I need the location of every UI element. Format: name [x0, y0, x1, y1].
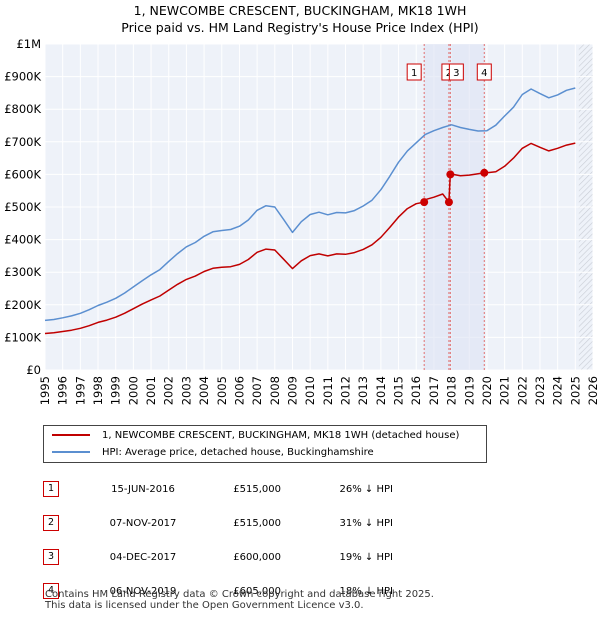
- x-tick-label: 2011: [321, 376, 335, 405]
- transaction-badge: 4: [43, 583, 59, 599]
- x-tick-label: 1997: [73, 376, 87, 405]
- legend-swatch-hpi: [52, 451, 90, 453]
- transaction-hpi-diff: 26% ↓ HPI: [339, 483, 393, 495]
- y-tick-label: £900K: [4, 70, 41, 84]
- x-tick-label: 2019: [462, 376, 476, 405]
- transaction-hpi-diff: 19% ↓ HPI: [339, 551, 393, 563]
- y-tick-label: £600K: [4, 167, 41, 181]
- y-tick-label: £700K: [4, 135, 41, 149]
- x-tick-label: 2020: [480, 376, 494, 405]
- legend-item-hpi: HPI: Average price, detached house, Buck…: [52, 445, 374, 461]
- x-tick-label: 2026: [586, 376, 600, 405]
- price-chart: 1234£0£100K£200K£300K£400K£500K£600K£700…: [4, 37, 600, 405]
- x-tick-label: 2000: [126, 376, 140, 405]
- legend-swatch-property: [52, 434, 90, 436]
- sale-label: 3: [453, 68, 459, 79]
- transaction-date: 07-NOV-2017: [109, 517, 177, 529]
- x-tick-label: 2016: [409, 376, 423, 405]
- transaction-date: 04-DEC-2017: [109, 551, 177, 563]
- footer-copyright: Contains HM Land Registry data © Crown c…: [45, 589, 434, 600]
- x-tick-label: 2013: [356, 376, 370, 405]
- transaction-hpi-diff: 31% ↓ HPI: [339, 517, 393, 529]
- sale-point: [446, 170, 455, 179]
- x-tick-label: 2007: [250, 376, 264, 405]
- sale-point: [444, 198, 453, 207]
- x-tick-label: 2008: [268, 376, 282, 405]
- x-tick-label: 1999: [109, 376, 123, 405]
- transaction-badge: 3: [43, 549, 59, 565]
- hpi-line: [44, 87, 576, 322]
- y-tick-label: £1M: [16, 37, 41, 51]
- x-tick-label: 2005: [215, 376, 229, 405]
- x-tick-label: 1995: [38, 376, 52, 405]
- y-tick-label: £300K: [4, 265, 41, 279]
- x-tick-label: 2018: [445, 376, 459, 405]
- x-tick-label: 2006: [232, 376, 246, 405]
- y-tick-label: £100K: [4, 330, 41, 344]
- y-tick-label: £0: [26, 363, 41, 377]
- legend-label-hpi: HPI: Average price, detached house, Buck…: [102, 447, 374, 458]
- sale-label-box: [448, 63, 464, 81]
- legend: 1, NEWCOMBE CRESCENT, BUCKINGHAM, MK18 1…: [43, 425, 487, 463]
- transaction-price: £600,000: [233, 551, 281, 563]
- x-tick-label: 2024: [551, 376, 565, 405]
- transaction-badge: 1: [43, 481, 59, 497]
- x-tick-label: 2014: [374, 376, 388, 405]
- x-tick-label: 1998: [91, 376, 105, 405]
- y-tick-label: £800K: [4, 102, 41, 116]
- sale-period-band: [424, 44, 485, 370]
- x-tick-label: 2025: [568, 376, 582, 405]
- sale-label: 4: [481, 68, 487, 79]
- sale-label: 1: [411, 68, 417, 79]
- sale-label-box: [406, 63, 422, 81]
- table-row: 1 15-JUN-2016 £515,000 26% ↓ HPI: [43, 472, 393, 506]
- x-tick-label: 2009: [285, 376, 299, 405]
- table-row: 2 07-NOV-2017 £515,000 31% ↓ HPI: [43, 506, 393, 540]
- transaction-price: £515,000: [233, 483, 281, 495]
- table-row: 3 04-DEC-2017 £600,000 19% ↓ HPI: [43, 540, 393, 574]
- table-row: 4 06-NOV-2019 £605,000 18% ↓ HPI: [43, 574, 393, 608]
- footer-licence: This data is licensed under the Open Gov…: [45, 600, 364, 611]
- transaction-price: £605,000: [233, 585, 281, 597]
- transaction-hpi-diff: 18% ↓ HPI: [339, 585, 393, 597]
- chart-title: 1, NEWCOMBE CRESCENT, BUCKINGHAM, MK18 1…: [133, 3, 467, 18]
- x-tick-label: 2002: [162, 376, 176, 405]
- sale-label-box: [476, 63, 492, 81]
- sale-point: [480, 168, 489, 177]
- transaction-date: 15-JUN-2016: [111, 483, 175, 495]
- x-tick-label: 2001: [144, 376, 158, 405]
- chart-subtitle: Price paid vs. HM Land Registry's House …: [121, 20, 479, 35]
- x-tick-label: 2012: [339, 376, 353, 405]
- x-tick-label: 2017: [427, 376, 441, 405]
- transaction-price: £515,000: [233, 517, 281, 529]
- footer: Contains HM Land Registry data © Crown c…: [45, 589, 434, 611]
- x-tick-label: 2004: [197, 376, 211, 405]
- x-tick-label: 2021: [498, 376, 512, 405]
- sale-point: [420, 198, 429, 207]
- y-tick-label: £500K: [4, 200, 41, 214]
- legend-label-property: 1, NEWCOMBE CRESCENT, BUCKINGHAM, MK18 1…: [102, 430, 460, 441]
- y-tick-label: £400K: [4, 233, 41, 247]
- transaction-date: 06-NOV-2019: [109, 585, 177, 597]
- x-tick-label: 2010: [303, 376, 317, 405]
- transaction-badge: 2: [43, 515, 59, 531]
- x-tick-label: 2015: [392, 376, 406, 405]
- x-tick-label: 1996: [56, 376, 70, 405]
- x-tick-label: 2022: [515, 376, 529, 405]
- transactions-table: 1 15-JUN-2016 £515,000 26% ↓ HPI 2 07-NO…: [43, 472, 393, 608]
- legend-item-property: 1, NEWCOMBE CRESCENT, BUCKINGHAM, MK18 1…: [52, 428, 459, 444]
- x-tick-label: 2003: [179, 376, 193, 405]
- x-tick-label: 2023: [533, 376, 547, 405]
- y-tick-label: £200K: [4, 298, 41, 312]
